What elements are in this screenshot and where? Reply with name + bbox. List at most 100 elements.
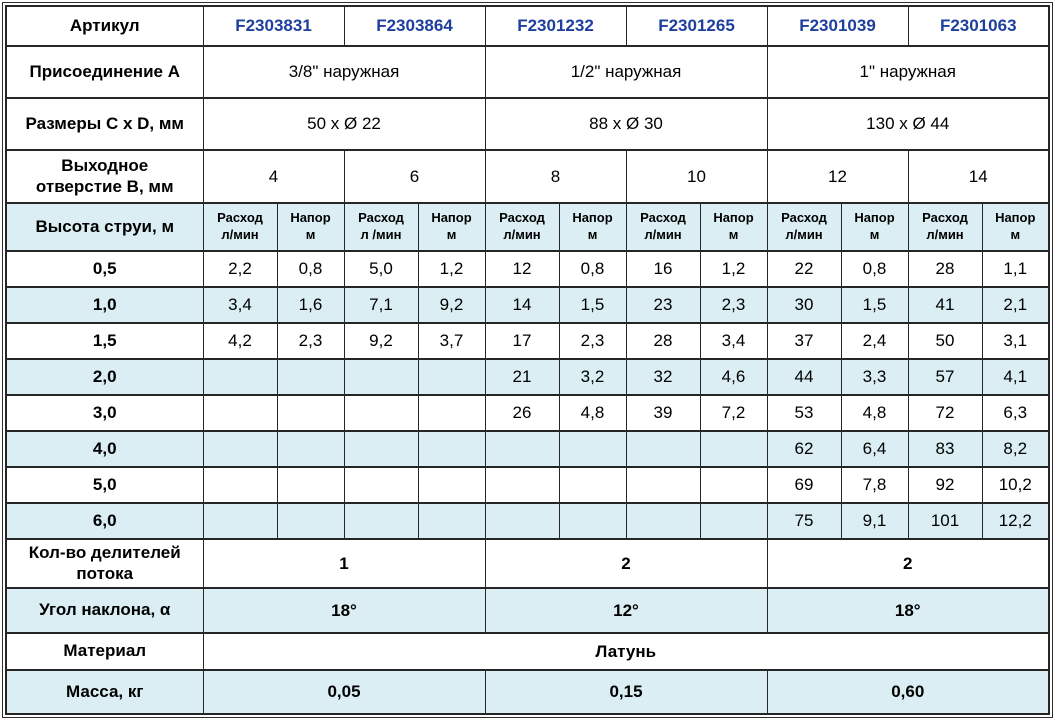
data-cell: 12,2 bbox=[981, 502, 1050, 540]
col-header-unit: м bbox=[869, 227, 880, 242]
data-cell: 92 bbox=[907, 466, 983, 504]
flow-col-header: Расход л /мин bbox=[343, 202, 419, 252]
data-cell bbox=[343, 430, 419, 468]
outlet-cell: 4 bbox=[202, 149, 345, 204]
dividers-label-line2: потока bbox=[76, 563, 134, 583]
col-header-unit: м bbox=[446, 227, 457, 242]
row-mass: Масса, кг 0,05 0,15 0,60 bbox=[5, 669, 1050, 715]
outlet-label-line2: отверстие B, мм bbox=[35, 176, 174, 196]
outlet-label-line1: Выходное bbox=[61, 156, 149, 176]
head-col-header: Напор м bbox=[558, 202, 627, 252]
connection-cell: 1/2" наружная bbox=[484, 45, 768, 99]
specs-table: Артикул F2303831 F2303864 F2301232 F2301… bbox=[5, 5, 1050, 715]
data-cell: 3,4 bbox=[202, 286, 278, 324]
data-cell bbox=[343, 466, 419, 504]
data-cell bbox=[699, 430, 768, 468]
dividers-label-line1: Кол-во делителей bbox=[28, 543, 181, 563]
outlet-cell: 10 bbox=[625, 149, 768, 204]
col-header-unit: л/мин bbox=[785, 227, 823, 242]
data-cell: 3,7 bbox=[417, 322, 486, 360]
data-cell: 10,2 bbox=[981, 466, 1050, 504]
row-connection: Присоединение A 3/8" наружная 1/2" наруж… bbox=[5, 45, 1050, 99]
col-header-top: Расход bbox=[781, 210, 827, 226]
data-cell: 9,1 bbox=[840, 502, 909, 540]
table-row: 1,0 3,4 1,6 7,1 9,2 14 1,5 23 2,3 30 1,5… bbox=[5, 286, 1050, 324]
data-cell: 9,2 bbox=[417, 286, 486, 324]
data-cell: 2,2 bbox=[202, 250, 278, 288]
angle-cell: 18° bbox=[766, 587, 1050, 634]
col-header-top: Расход bbox=[922, 210, 968, 226]
data-cell: 7,8 bbox=[840, 466, 909, 504]
col-header-top: Напор bbox=[572, 210, 613, 226]
data-cell: 53 bbox=[766, 394, 842, 432]
outlet-cell: 12 bbox=[766, 149, 909, 204]
head-col-header: Напор м bbox=[840, 202, 909, 252]
articul-label: Артикул bbox=[5, 5, 204, 47]
col-header-unit: м bbox=[305, 227, 316, 242]
material-label: Материал bbox=[5, 632, 204, 671]
data-cell: 26 bbox=[484, 394, 560, 432]
dividers-label: Кол-во делителей потока bbox=[5, 538, 204, 589]
data-cell bbox=[276, 394, 345, 432]
outlet-label: Выходное отверстие B, мм bbox=[5, 149, 204, 204]
table-row: 3,0 26 4,8 39 7,2 53 4,8 72 6,3 bbox=[5, 394, 1050, 432]
row-outlet: Выходное отверстие B, мм 4 6 8 10 12 14 bbox=[5, 149, 1050, 204]
data-cell bbox=[417, 394, 486, 432]
data-cell bbox=[202, 502, 278, 540]
data-cell bbox=[558, 466, 627, 504]
data-cell: 2,4 bbox=[840, 322, 909, 360]
col-header-top: Напор bbox=[995, 210, 1036, 226]
outlet-cell: 14 bbox=[907, 149, 1050, 204]
flow-col-header: Расход л/мин bbox=[907, 202, 983, 252]
data-cell bbox=[699, 502, 768, 540]
col-header-unit: л/мин bbox=[221, 227, 259, 242]
row-articul: Артикул F2303831 F2303864 F2301232 F2301… bbox=[5, 5, 1050, 47]
data-cell: 16 bbox=[625, 250, 701, 288]
head-col-header: Напор м bbox=[699, 202, 768, 252]
data-cell: 1,1 bbox=[981, 250, 1050, 288]
flow-col-header: Расход л/мин bbox=[202, 202, 278, 252]
data-cell: 4,6 bbox=[699, 358, 768, 396]
row-label-cell: 2,0 bbox=[5, 358, 204, 396]
row-label-cell: 6,0 bbox=[5, 502, 204, 540]
row-dimensions: Размеры C x D, мм 50 x Ø 22 88 x Ø 30 13… bbox=[5, 97, 1050, 151]
connection-cell: 3/8" наружная bbox=[202, 45, 486, 99]
dividers-cell: 1 bbox=[202, 538, 486, 589]
data-cell: 2,3 bbox=[558, 322, 627, 360]
col-header-top: Напор bbox=[431, 210, 472, 226]
data-cell: 14 bbox=[484, 286, 560, 324]
data-cell bbox=[417, 358, 486, 396]
row-material: Материал Латунь bbox=[5, 632, 1050, 671]
data-cell: 8,2 bbox=[981, 430, 1050, 468]
data-cell: 30 bbox=[766, 286, 842, 324]
data-cell: 4,8 bbox=[840, 394, 909, 432]
table-row: 4,0 62 6,4 83 8,2 bbox=[5, 430, 1050, 468]
data-cell: 3,1 bbox=[981, 322, 1050, 360]
jet-height-label: Высота струи, м bbox=[5, 202, 204, 252]
row-dividers: Кол-во делителей потока 1 2 2 bbox=[5, 538, 1050, 589]
mass-cell: 0,60 bbox=[766, 669, 1050, 715]
outlet-cell: 6 bbox=[343, 149, 486, 204]
mass-label: Масса, кг bbox=[5, 669, 204, 715]
articul-cell: F2301063 bbox=[907, 5, 1050, 47]
mass-cell: 0,05 bbox=[202, 669, 486, 715]
flow-col-header: Расход л/мин bbox=[766, 202, 842, 252]
dividers-cell: 2 bbox=[484, 538, 768, 589]
table-row: 6,0 75 9,1 101 12,2 bbox=[5, 502, 1050, 540]
row-label-cell: 4,0 bbox=[5, 430, 204, 468]
data-cell bbox=[484, 502, 560, 540]
data-cell: 37 bbox=[766, 322, 842, 360]
data-cell: 3,3 bbox=[840, 358, 909, 396]
data-cell bbox=[276, 430, 345, 468]
dimensions-cell: 50 x Ø 22 bbox=[202, 97, 486, 151]
data-cell: 2,3 bbox=[276, 322, 345, 360]
row-label-cell: 5,0 bbox=[5, 466, 204, 504]
connection-label: Присоединение A bbox=[5, 45, 204, 99]
data-cell: 7,2 bbox=[699, 394, 768, 432]
data-cell: 7,1 bbox=[343, 286, 419, 324]
articul-cell: F2303831 bbox=[202, 5, 345, 47]
data-cell: 4,8 bbox=[558, 394, 627, 432]
data-cell: 4,2 bbox=[202, 322, 278, 360]
data-cell: 83 bbox=[907, 430, 983, 468]
col-header-unit: л/мин bbox=[926, 227, 964, 242]
